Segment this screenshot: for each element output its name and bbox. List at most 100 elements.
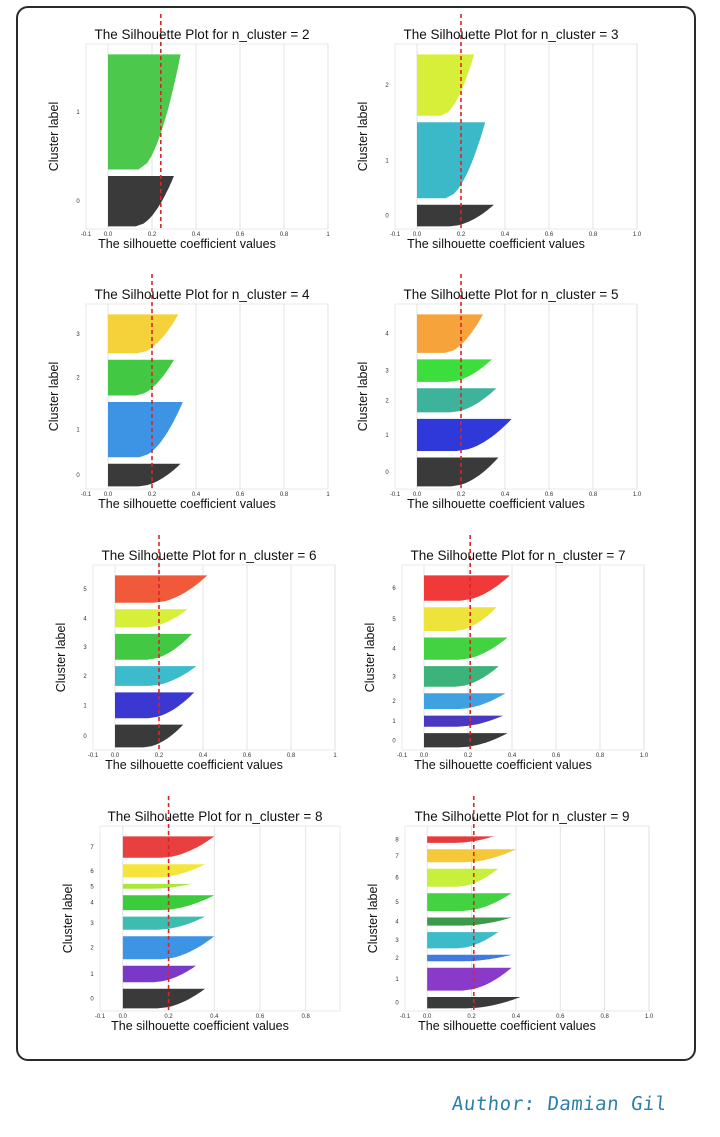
chart-title: The Silhouette Plot for n_cluster = 3 <box>404 27 619 42</box>
x-tick-label: 0.6 <box>236 232 245 238</box>
x-axis-label: The silhouette coefficient values <box>105 758 283 772</box>
cluster-1-label: 1 <box>90 972 94 978</box>
cluster-5-label: 5 <box>90 884 94 890</box>
x-tick-label: 0.0 <box>420 753 429 759</box>
cluster-3-silhouette <box>115 633 192 660</box>
x-axis-label: The silhouette coefficient values <box>414 758 592 772</box>
cluster-7-silhouette <box>427 849 516 863</box>
y-axis-label: Cluster label <box>47 102 61 171</box>
y-axis-label: Cluster label <box>366 884 380 953</box>
cluster-4-label: 4 <box>395 920 399 926</box>
x-tick-label: 0.0 <box>104 232 113 238</box>
cluster-6-silhouette <box>122 864 206 878</box>
cluster-0-label: 0 <box>76 199 80 205</box>
cluster-0-label: 0 <box>385 214 389 220</box>
cluster-2-label: 2 <box>395 956 399 962</box>
cluster-0-label: 0 <box>83 734 87 740</box>
cluster-4-label: 4 <box>90 901 94 907</box>
cluster-2-label: 2 <box>385 83 389 89</box>
cluster-5-silhouette <box>115 575 208 603</box>
x-tick-label: -0.1 <box>88 753 99 759</box>
cluster-1-silhouette <box>115 692 195 719</box>
x-tick-label: -0.1 <box>81 232 92 238</box>
x-tick-label: 0.2 <box>148 492 157 498</box>
cluster-0-silhouette <box>108 463 181 487</box>
cluster-1-label: 1 <box>385 433 389 439</box>
silhouette-charts: -0.1 0.0 0.2 0.4 0.6 0.8 1 0 1 The Silhouette Plo… <box>47 14 654 1033</box>
cluster-4-label: 4 <box>392 647 396 653</box>
y-axis-label: Cluster label <box>356 102 370 171</box>
x-tick-label: 0.2 <box>464 753 473 759</box>
chart-title: The Silhouette Plot for n_cluster = 2 <box>95 27 310 42</box>
x-tick-label: 0.2 <box>457 232 466 238</box>
x-tick-label: 0.4 <box>192 492 201 498</box>
x-tick-label: -0.1 <box>397 753 408 759</box>
x-axis-label: The silhouette coefficient values <box>418 1019 596 1033</box>
x-tick-label: 0.0 <box>104 492 113 498</box>
x-tick-label: 0.8 <box>280 232 289 238</box>
x-tick-label: 0.6 <box>545 232 554 238</box>
x-tick-label: 0.0 <box>413 232 422 238</box>
cluster-4-silhouette <box>417 314 483 353</box>
cluster-1-label: 1 <box>76 110 80 116</box>
cluster-3-label: 3 <box>385 369 389 375</box>
chart-8: -0.1 0.0 0.2 0.4 0.6 0.8 1.0 0 1 2 3 4 5 6 7 8 The Silho… <box>366 796 654 1033</box>
x-tick-label: 1 <box>333 753 337 759</box>
x-tick-label: 0.6 <box>556 1014 565 1020</box>
cluster-7-label: 7 <box>395 854 399 860</box>
cluster-4-label: 4 <box>83 616 87 622</box>
cluster-6-silhouette <box>424 575 510 601</box>
cluster-5-label: 5 <box>395 900 399 906</box>
cluster-1-label: 1 <box>395 977 399 983</box>
x-tick-label: 0.8 <box>287 753 296 759</box>
cluster-4-label: 4 <box>385 332 389 338</box>
chart-1: -0.1 0.0 0.2 0.4 0.6 0.8 1 0 1 The Silhouette Plo… <box>47 14 330 251</box>
cluster-5-silhouette <box>122 883 192 889</box>
chart-title: The Silhouette Plot for n_cluster = 5 <box>404 287 619 302</box>
cluster-3-label: 3 <box>392 674 396 680</box>
y-axis-label: Cluster label <box>47 362 61 431</box>
cluster-3-silhouette <box>427 932 499 949</box>
cluster-0-label: 0 <box>76 473 80 479</box>
cluster-5-label: 5 <box>83 587 87 593</box>
x-tick-label: -0.1 <box>390 232 401 238</box>
cluster-0-silhouette <box>424 733 508 748</box>
x-tick-label: 0.4 <box>210 1014 219 1020</box>
cluster-0-silhouette <box>417 204 494 227</box>
x-tick-label: -0.1 <box>390 492 401 498</box>
cluster-8-label: 8 <box>395 838 399 844</box>
y-axis-label: Cluster label <box>54 623 68 692</box>
cluster-5-silhouette <box>427 893 512 911</box>
chart-title: The Silhouette Plot for n_cluster = 7 <box>411 548 626 563</box>
cluster-4-silhouette <box>424 637 508 660</box>
cluster-1-silhouette <box>417 122 486 199</box>
cluster-2-label: 2 <box>90 946 94 952</box>
chart-5: -0.1 0.0 0.2 0.4 0.6 0.8 1 0 1 2 3 4 5 The Silhouette… <box>54 535 337 772</box>
cluster-3-silhouette <box>122 916 206 930</box>
x-tick-label: -0.1 <box>400 1014 411 1020</box>
cluster-0-label: 0 <box>392 738 396 744</box>
x-tick-label: 0.2 <box>148 232 157 238</box>
cluster-6-label: 6 <box>392 586 396 592</box>
cluster-0-label: 0 <box>395 1001 399 1007</box>
author-credit: Author: Damian Gil <box>450 1093 669 1115</box>
cluster-2-label: 2 <box>385 398 389 404</box>
cluster-5-silhouette <box>424 607 497 631</box>
cluster-0-silhouette <box>417 457 499 487</box>
cluster-4-silhouette <box>115 609 188 628</box>
x-tick-label: 0.8 <box>589 232 598 238</box>
cluster-2-silhouette <box>108 359 174 396</box>
chart-title: The Silhouette Plot for n_cluster = 6 <box>102 548 317 563</box>
cluster-3-silhouette <box>108 314 179 354</box>
cluster-1-silhouette <box>427 967 512 991</box>
x-tick-label: 0.6 <box>236 492 245 498</box>
y-axis-label: Cluster label <box>363 623 377 692</box>
x-tick-label: 0.8 <box>589 492 598 498</box>
cluster-2-silhouette <box>115 666 197 686</box>
x-tick-label: 1.0 <box>645 1014 654 1020</box>
cluster-3-label: 3 <box>76 332 80 338</box>
x-tick-label: 0.0 <box>423 1014 432 1020</box>
chart-title: The Silhouette Plot for n_cluster = 9 <box>415 809 630 824</box>
x-tick-label: 0.2 <box>457 492 466 498</box>
plot-frame <box>85 303 329 490</box>
